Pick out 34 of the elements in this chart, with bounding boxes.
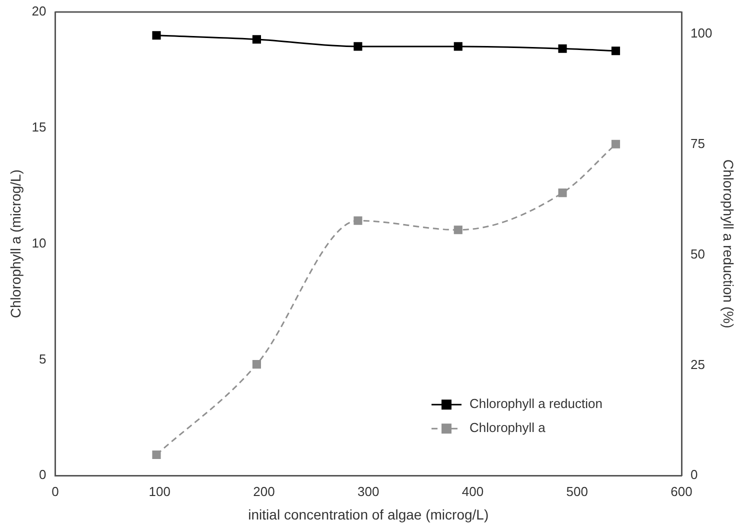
point — [558, 44, 567, 53]
point — [354, 42, 362, 51]
y-tick-label: 0 — [39, 467, 46, 482]
x-tick-label: 400 — [462, 484, 484, 499]
point — [152, 31, 161, 40]
point — [611, 46, 620, 56]
y2-tick-label: 75 — [690, 136, 705, 152]
point — [558, 188, 567, 198]
y2-tick-label: 25 — [690, 356, 705, 372]
point — [252, 35, 261, 44]
point — [354, 216, 362, 225]
point — [454, 226, 462, 234]
x-tick-label: 300 — [358, 484, 380, 499]
point — [252, 360, 261, 369]
x-axis-title: initial concentration of algae (microg/L) — [248, 506, 489, 522]
point — [454, 42, 462, 51]
y2-tick-label: 100 — [690, 26, 712, 41]
x-tick-label: 0 — [52, 484, 59, 499]
y2-tick-label: 0 — [690, 467, 698, 482]
legend-label: Chlorophyll a — [470, 420, 546, 436]
y-tick-label: 15 — [32, 119, 46, 134]
x-tick-label: 200 — [253, 484, 275, 499]
y-tick-label: 20 — [32, 4, 46, 19]
y-tick-label: 5 — [39, 351, 46, 366]
point — [152, 450, 161, 460]
point — [611, 140, 620, 148]
y2-axis-title: Chlorophyll a reduction (%) — [720, 159, 737, 328]
y-axis-title: Chlorophyll a (microg/L) — [7, 169, 24, 318]
x-tick-label: 500 — [566, 484, 588, 499]
x-tick-label: 600 — [670, 484, 692, 499]
y-tick-label: 10 — [32, 235, 46, 250]
y2-tick-label: 50 — [690, 246, 705, 262]
legend-label: Chlorophyll a reduction — [470, 396, 602, 412]
x-tick-label: 100 — [148, 484, 170, 499]
